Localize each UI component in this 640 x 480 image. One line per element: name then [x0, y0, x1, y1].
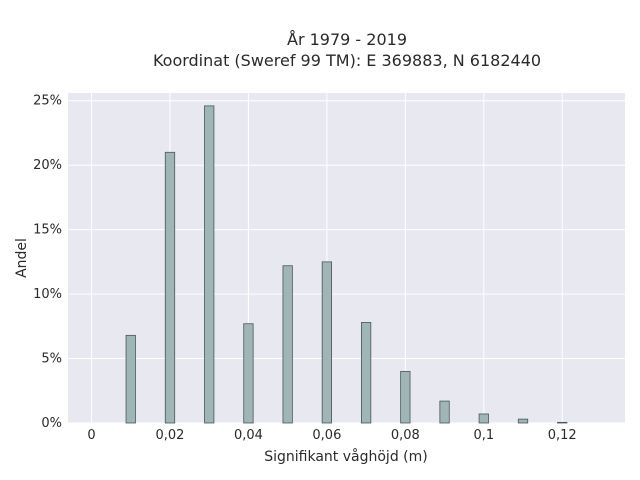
bars	[125, 105, 568, 424]
x-tick-label-2: 0,04	[234, 428, 263, 443]
x-tick-label-1: 0,02	[156, 428, 185, 443]
bar-1	[164, 151, 176, 424]
y-tick-labels: 0% 5% 10% 15% 20% 25%	[33, 94, 62, 431]
x-tick-labels: 0 0,02 0,04 0,06 0,08 0,1 0,12	[87, 428, 576, 443]
y-axis-label: Andel	[14, 238, 30, 278]
y-tick-label-4: 20%	[33, 158, 62, 173]
y-tick-label-0: 0%	[41, 416, 62, 431]
y-tick-label-5: 25%	[33, 94, 62, 109]
bar-11	[557, 421, 568, 424]
bar-5	[321, 261, 332, 424]
bar-10	[517, 418, 529, 424]
x-axis-label: Signifikant våghöjd (m)	[264, 448, 427, 465]
bar-8	[439, 400, 450, 424]
x-tick-label-5: 0,1	[473, 428, 494, 443]
bar-7	[400, 371, 411, 424]
bar-4	[282, 265, 293, 424]
plot-area	[68, 93, 625, 423]
y-tick-label-3: 15%	[33, 223, 62, 238]
bar-0	[125, 334, 136, 424]
bar-9	[478, 413, 489, 424]
grid-x	[91, 93, 563, 423]
x-tick-label-6: 0,12	[548, 428, 577, 443]
y-tick-label-1: 5%	[41, 352, 62, 367]
chart-title-line-1: År 1979 - 2019	[287, 30, 407, 49]
bar-2	[204, 105, 215, 424]
y-tick-label-2: 10%	[33, 287, 62, 302]
x-tick-label-0: 0	[87, 428, 95, 443]
grid-y	[68, 100, 625, 424]
chart-title-line-2: Koordinat (Sweref 99 TM): E 369883, N 61…	[153, 51, 541, 70]
bar-6	[361, 322, 372, 424]
x-tick-label-4: 0,08	[391, 428, 420, 443]
x-tick-label-3: 0,06	[312, 428, 341, 443]
bar-3	[243, 323, 254, 424]
